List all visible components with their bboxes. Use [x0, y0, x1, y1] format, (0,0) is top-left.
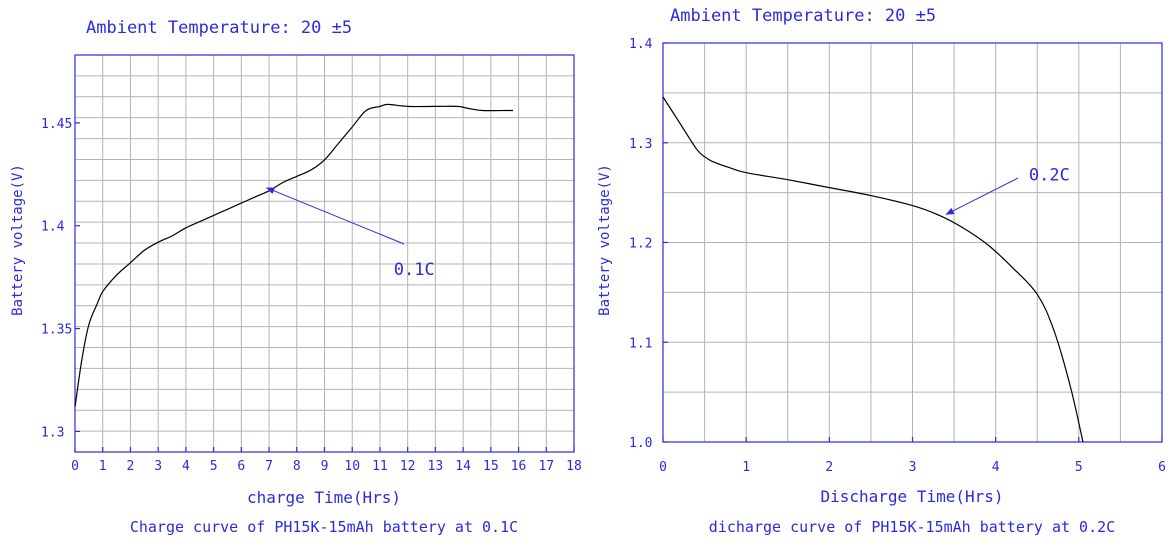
charge-x-tick-label: 14 [455, 459, 471, 474]
discharge-chart-annotation: 0.2C [945, 166, 1070, 216]
charge-x-tick-label: 0 [71, 459, 79, 474]
discharge-curve-0.2c [662, 96, 1084, 443]
charge-chart-y-tick-labels: 1.3 1.35 1.4 1.45 [41, 117, 72, 441]
discharge-chart-ticks [662, 42, 1163, 443]
charge-x-tick-label: 6 [237, 459, 245, 474]
charge-x-tick-label: 7 [265, 459, 273, 474]
charge-chart-x-tick-labels: 0 1 2 3 4 5 6 7 8 9 10 11 12 13 14 15 16 17 18 [71, 459, 582, 474]
charge-annotation-line [266, 187, 405, 245]
discharge-y-tick-label: 1.2 [629, 237, 652, 252]
charge-x-tick-label: 11 [372, 459, 388, 474]
charge-chart-annotation: 0.1C [266, 187, 435, 280]
discharge-x-tick-label: 5 [1075, 460, 1083, 475]
charge-x-tick-label: 18 [566, 459, 582, 474]
charge-x-tick-label: 8 [293, 459, 301, 474]
charge-chart-caption: Charge curve of PH15K-15mAh battery at 0… [130, 518, 518, 536]
charge-y-tick-label: 1.4 [41, 220, 65, 235]
charge-annotation-label: 0.1C [394, 260, 435, 280]
charge-y-tick-label: 1.45 [41, 117, 72, 132]
charge-chart-x-axis-title: charge Time(Hrs) [247, 488, 401, 507]
discharge-annotation-line [945, 177, 1019, 216]
charge-chart-ticks [74, 122, 575, 452]
discharge-y-tick-label: 1.1 [629, 336, 652, 351]
discharge-chart-title: Ambient Temperature: 20 ±5 [670, 6, 936, 26]
charge-chart: Ambient Temperature: 20 ±5 0 1 2 3 4 5 6 7 8 9 10 1… [10, 18, 582, 536]
charge-curve-0.1c [74, 103, 513, 407]
discharge-x-tick-label: 3 [909, 460, 917, 475]
discharge-y-tick-label: 1.4 [629, 37, 653, 52]
discharge-chart-y-axis-title: Battery voltage(V) [597, 164, 613, 316]
discharge-y-tick-label: 1.0 [629, 436, 652, 451]
charge-x-tick-label: 1 [99, 459, 107, 474]
charge-chart-grid [75, 55, 574, 452]
discharge-chart-grid [663, 43, 1162, 442]
discharge-annotation-label: 0.2C [1029, 166, 1070, 186]
discharge-x-tick-label: 6 [1158, 460, 1166, 475]
discharge-x-tick-label: 0 [659, 460, 667, 475]
discharge-chart-x-axis-title: Discharge Time(Hrs) [820, 487, 1003, 506]
charge-x-tick-label: 12 [400, 459, 416, 474]
charge-x-tick-label: 9 [321, 459, 329, 474]
charge-y-tick-label: 1.3 [41, 425, 64, 440]
discharge-x-tick-label: 2 [825, 460, 833, 475]
charge-chart-title: Ambient Temperature: 20 ±5 [86, 18, 352, 38]
charge-x-tick-label: 15 [483, 459, 499, 474]
discharge-chart-x-tick-labels: 0 1 2 3 4 5 6 [659, 460, 1166, 475]
discharge-x-tick-label: 4 [992, 460, 1000, 475]
charge-x-tick-label: 13 [428, 459, 444, 474]
discharge-y-tick-label: 1.3 [629, 137, 652, 152]
discharge-chart-y-tick-labels: 1.0 1.1 1.2 1.3 1.4 [629, 37, 653, 451]
charge-annotation-arrowhead [266, 187, 276, 194]
charge-chart-y-axis-title: Battery voltage(V) [10, 164, 26, 316]
charge-x-tick-label: 3 [154, 459, 162, 474]
discharge-annotation-arrowhead [945, 207, 955, 215]
charge-x-tick-label: 2 [127, 459, 135, 474]
charge-x-tick-label: 4 [182, 459, 190, 474]
charge-x-tick-label: 16 [511, 459, 527, 474]
charge-x-tick-label: 17 [538, 459, 554, 474]
charge-x-tick-label: 5 [210, 459, 218, 474]
charge-y-tick-label: 1.35 [41, 323, 72, 338]
discharge-x-tick-label: 1 [742, 460, 750, 475]
charge-x-tick-label: 10 [344, 459, 360, 474]
discharge-chart-caption: dicharge curve of PH15K-15mAh battery at… [709, 518, 1115, 536]
